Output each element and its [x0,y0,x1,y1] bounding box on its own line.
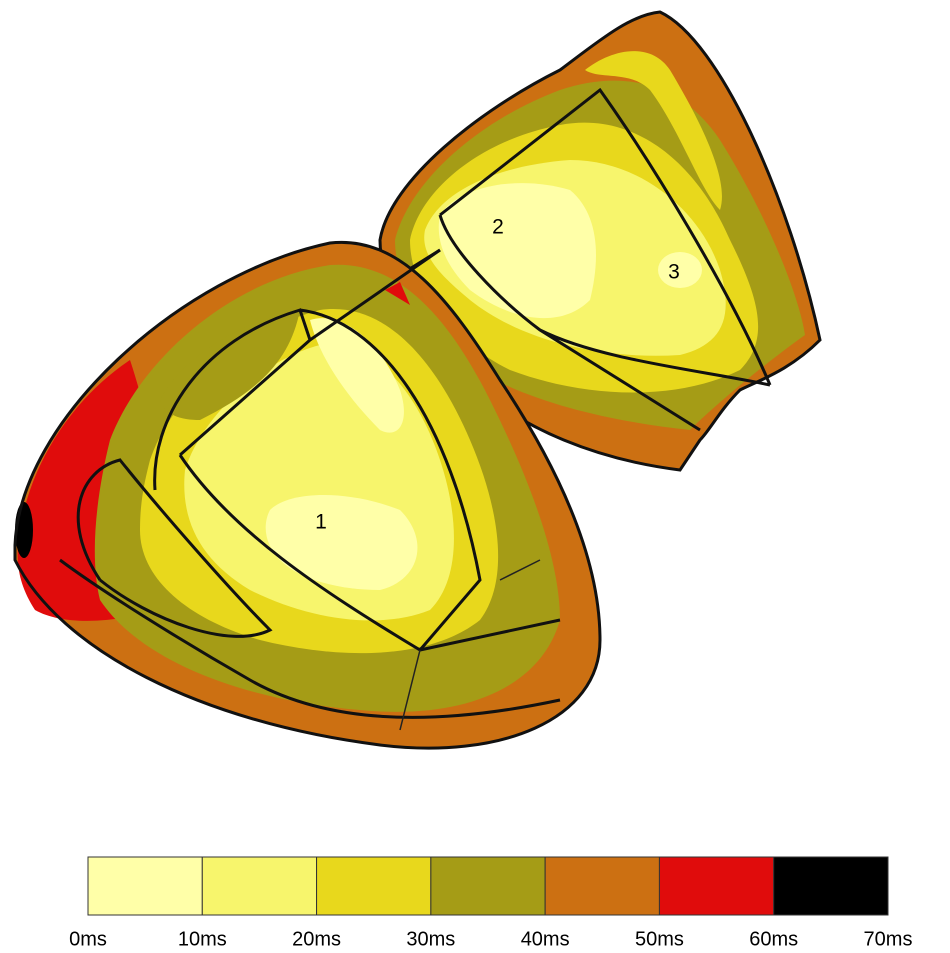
colorbar-segment [317,857,431,915]
colorbar-segment [431,857,545,915]
colorbar-tick-label: 40ms [521,928,570,950]
colorbar-tick-label: 50ms [635,928,684,950]
colorbar-tick-label: 30ms [406,928,455,950]
region-label: 2 [492,216,504,239]
colorbar-segment [545,857,659,915]
colorbar-segment [88,857,202,915]
figure: 1 2 3 0ms 10ms 20ms 30ms 40ms 50ms 60ms 70ms [0,0,950,953]
colorbar-segment [659,857,773,915]
colorbar-segment [202,857,316,915]
page: {"labels": ["1", "2", "3"], "colorbar": … [0,0,950,953]
colorbar-segment [774,857,888,915]
colorbar: 0ms 10ms 20ms 30ms 40ms 50ms 60ms 70ms [69,857,912,950]
region-label: 1 [315,511,327,534]
region [658,252,702,288]
colorbar-tick-label: 0ms [69,928,107,950]
region-label: 3 [668,261,680,284]
colorbar-tick-label: 20ms [292,928,341,950]
colorbar-tick-label: 70ms [864,928,913,950]
colorbar-tick-label: 10ms [178,928,227,950]
colorbar-tick-label: 60ms [749,928,798,950]
